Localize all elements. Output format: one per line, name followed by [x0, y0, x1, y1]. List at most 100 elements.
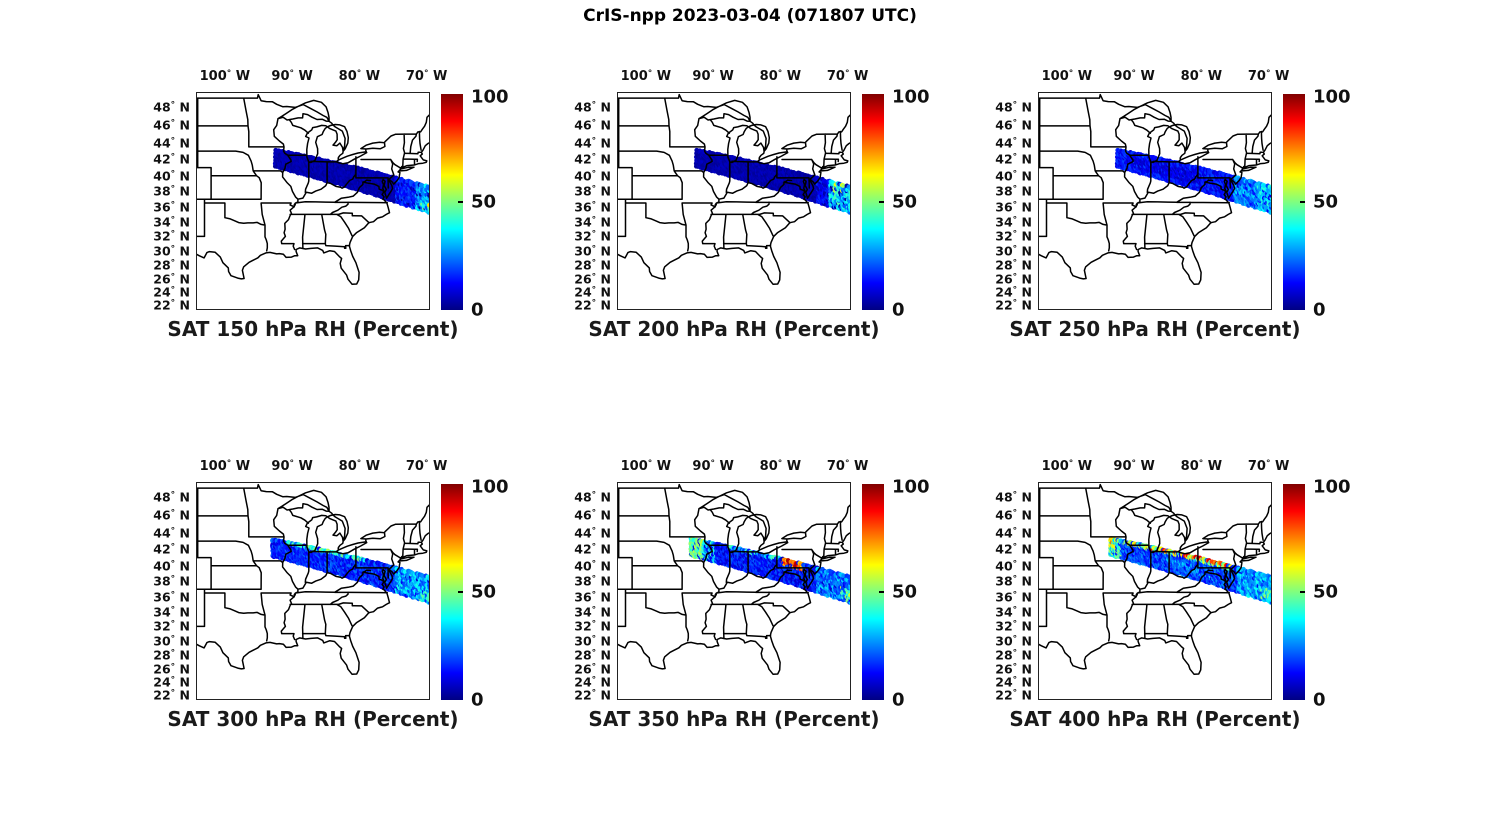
lat-tick-label: 30° N: [574, 243, 611, 259]
lat-tick-label: 38° N: [995, 573, 1032, 589]
degree-symbol: °: [591, 184, 597, 195]
degree-symbol: °: [591, 490, 597, 501]
colorbar-tick-label: 100: [892, 476, 930, 498]
degree-symbol: °: [170, 634, 176, 645]
panel-title-250hpa: SAT 250 hPa RH (Percent): [1009, 317, 1301, 341]
lat-tick-label: 36° N: [153, 589, 190, 605]
degree-symbol: °: [1131, 69, 1137, 79]
degree-symbol: °: [591, 559, 597, 570]
map-canvas-150hpa: [196, 92, 430, 310]
degree-symbol: °: [170, 298, 176, 309]
lon-tick-label: 90° W: [271, 69, 313, 84]
degree-symbol: °: [170, 688, 176, 699]
degree-symbol: °: [647, 459, 653, 469]
lat-tick-label: 38° N: [153, 573, 190, 589]
colorbar-tick-label: 0: [1313, 299, 1326, 321]
degree-symbol: °: [1012, 688, 1018, 699]
lat-tick-label: 22° N: [574, 687, 611, 703]
lat-tick-label: 44° N: [153, 135, 190, 151]
lat-tick-label: 22° N: [153, 297, 190, 313]
degree-symbol: °: [591, 244, 597, 255]
lat-tick-label: 46° N: [995, 117, 1032, 133]
lon-tick-label: 80° W: [338, 459, 381, 474]
degree-symbol: °: [170, 152, 176, 163]
degree-symbol: °: [591, 634, 597, 645]
lat-tick-label: 26° N: [574, 661, 611, 677]
colorbar-tick-label: 0: [1313, 689, 1326, 711]
degree-symbol: °: [591, 605, 597, 616]
colorbar-tick-label: 0: [471, 299, 484, 321]
degree-symbol: °: [1012, 258, 1018, 269]
degree-symbol: °: [591, 662, 597, 673]
lat-tick-label: 24° N: [574, 674, 611, 690]
lat-tick-label: 36° N: [574, 589, 611, 605]
lat-tick-label: 40° N: [153, 168, 190, 184]
degree-symbol: °: [170, 118, 176, 129]
colorbar-tick-label: 0: [892, 299, 905, 321]
lon-tick-label: 70° W: [405, 459, 448, 474]
basemap-outlines: [1038, 482, 1272, 700]
degree-symbol: °: [1012, 542, 1018, 553]
lat-tick-label: 40° N: [995, 558, 1032, 574]
lon-tick-label: 80° W: [338, 69, 381, 84]
lat-tick-label: 48° N: [574, 489, 611, 505]
degree-symbol: °: [170, 574, 176, 585]
degree-symbol: °: [591, 574, 597, 585]
lat-tick-label: 36° N: [995, 589, 1032, 605]
lon-tick-label: 70° W: [1247, 69, 1290, 84]
lat-tick-label: 46° N: [995, 507, 1032, 523]
lon-tick-label: 70° W: [826, 69, 869, 84]
degree-symbol: °: [1012, 298, 1018, 309]
lat-tick-label: 38° N: [995, 183, 1032, 199]
degree-symbol: °: [1012, 574, 1018, 585]
lat-tick-label: 24° N: [995, 674, 1032, 690]
lat-tick-label: 22° N: [995, 687, 1032, 703]
lat-tick-label: 34° N: [153, 604, 190, 620]
lat-tick-label: 38° N: [153, 183, 190, 199]
lat-tick-label: 42° N: [153, 541, 190, 557]
lon-tick-label: 100° W: [199, 69, 251, 84]
degree-symbol: °: [170, 526, 176, 537]
degree-symbol: °: [591, 272, 597, 283]
lat-tick-label: 48° N: [153, 489, 190, 505]
degree-symbol: °: [1012, 675, 1018, 686]
degree-symbol: °: [289, 69, 295, 79]
degree-symbol: °: [1131, 459, 1137, 469]
lon-tick-label: 100° W: [620, 69, 672, 84]
degree-symbol: °: [1012, 590, 1018, 601]
degree-symbol: °: [844, 69, 850, 79]
lat-tick-label: 46° N: [574, 117, 611, 133]
degree-symbol: °: [1012, 559, 1018, 570]
rh-swath-scatter: [688, 536, 851, 605]
degree-symbol: °: [1012, 118, 1018, 129]
degree-symbol: °: [1265, 459, 1271, 469]
degree-symbol: °: [1012, 100, 1018, 111]
degree-symbol: °: [289, 459, 295, 469]
colorbar-tick-label: 100: [471, 86, 509, 108]
lon-tick-label: 70° W: [405, 69, 448, 84]
lat-tick-label: 24° N: [153, 674, 190, 690]
lon-tick-label: 100° W: [620, 459, 672, 474]
lat-tick-label: 42° N: [574, 151, 611, 167]
colorbar: [441, 484, 463, 700]
degree-symbol: °: [423, 69, 429, 79]
lat-tick-label: 32° N: [153, 228, 190, 244]
degree-symbol: °: [1265, 69, 1271, 79]
colorbar-mid-tick: [458, 201, 463, 203]
degree-symbol: °: [1012, 526, 1018, 537]
degree-symbol: °: [226, 459, 232, 469]
colorbar-tick-label: 50: [471, 581, 497, 603]
lat-tick-label: 26° N: [574, 271, 611, 287]
degree-symbol: °: [591, 118, 597, 129]
degree-symbol: °: [1012, 229, 1018, 240]
rh-swath-scatter: [693, 147, 851, 215]
basemap-outlines: [196, 482, 430, 700]
degree-symbol: °: [591, 675, 597, 686]
degree-symbol: °: [1012, 136, 1018, 147]
lat-tick-label: 42° N: [995, 151, 1032, 167]
lat-tick-label: 48° N: [574, 99, 611, 115]
lon-tick-label: 80° W: [1180, 69, 1223, 84]
colorbar: [862, 94, 884, 310]
colorbar-tick-label: 100: [1313, 476, 1351, 498]
degree-symbol: °: [170, 542, 176, 553]
